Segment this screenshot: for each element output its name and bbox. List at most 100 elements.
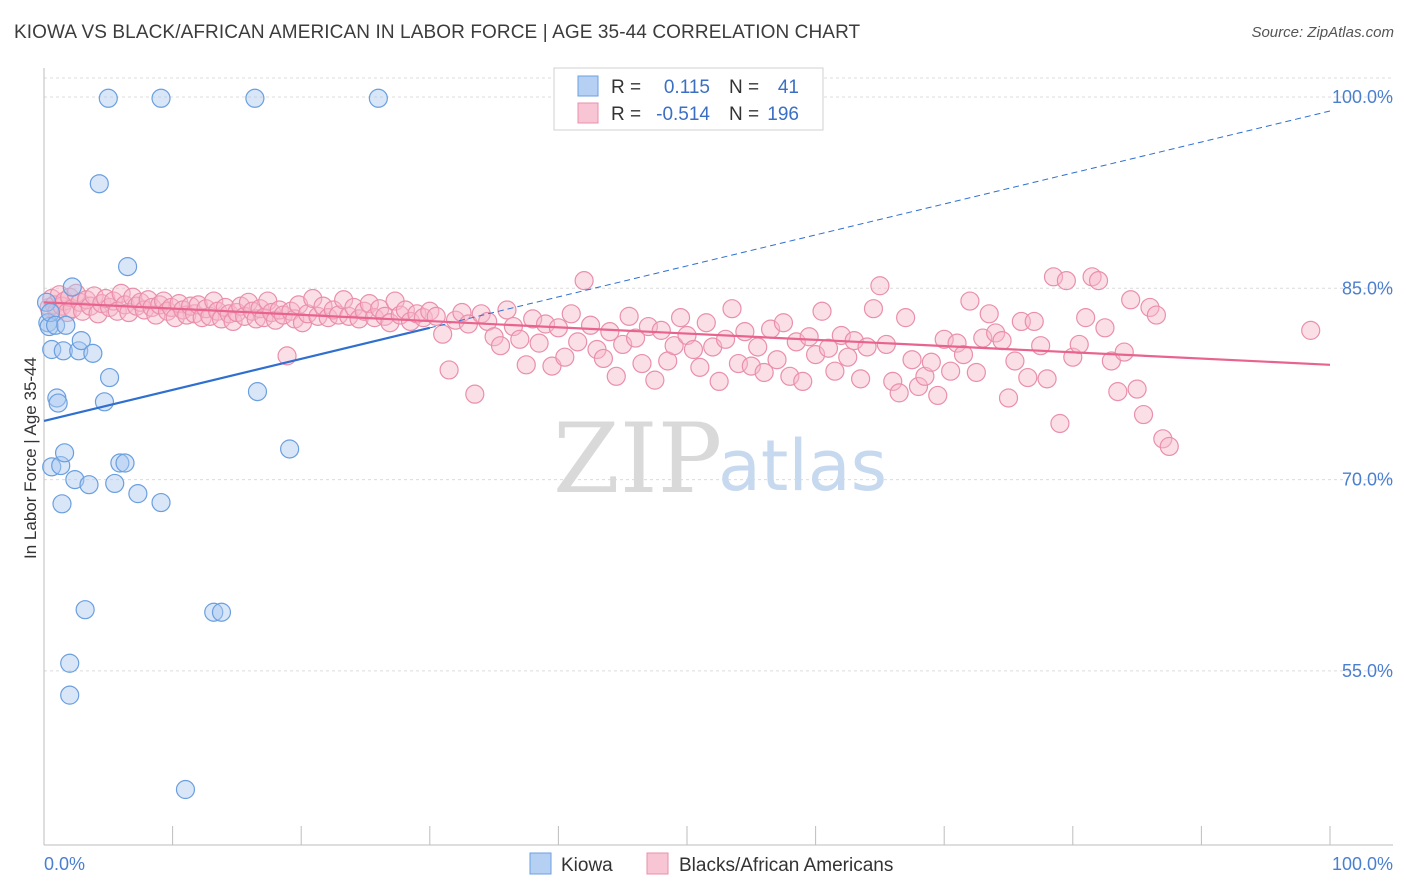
point-blacks bbox=[722, 299, 742, 319]
point-kiowa bbox=[151, 88, 171, 108]
point-blacks bbox=[1108, 382, 1128, 402]
point-blacks bbox=[632, 353, 652, 374]
point-blacks bbox=[1076, 308, 1096, 328]
point-blacks bbox=[523, 309, 543, 329]
point-blacks bbox=[1056, 271, 1076, 291]
point-kiowa bbox=[110, 453, 130, 473]
y-tick-label: 70.0% bbox=[1342, 470, 1393, 490]
point-blacks bbox=[863, 299, 884, 319]
trend-line-kiowa-extension bbox=[429, 110, 1331, 329]
point-blacks bbox=[908, 376, 929, 397]
point-blacks bbox=[439, 360, 459, 380]
point-blacks bbox=[934, 329, 954, 349]
point-kiowa bbox=[54, 443, 75, 463]
legend-n-value-kiowa: 41 bbox=[778, 77, 799, 98]
point-blacks bbox=[670, 308, 691, 328]
point-blacks bbox=[1146, 305, 1166, 325]
point-blacks bbox=[445, 310, 466, 330]
watermark-zip: ZIP bbox=[553, 403, 722, 515]
point-blacks bbox=[516, 355, 536, 375]
point-blacks bbox=[1127, 379, 1147, 399]
series-kiowa-points bbox=[36, 88, 388, 800]
point-blacks bbox=[683, 339, 704, 360]
point-blacks bbox=[986, 323, 1006, 343]
point-kiowa bbox=[51, 455, 71, 476]
point-kiowa bbox=[105, 473, 125, 494]
point-blacks bbox=[606, 366, 626, 386]
point-blacks bbox=[452, 302, 472, 323]
point-blacks bbox=[1018, 367, 1038, 388]
point-kiowa bbox=[39, 316, 59, 337]
point-kiowa bbox=[71, 330, 91, 351]
point-blacks bbox=[896, 308, 916, 328]
point-blacks bbox=[1301, 320, 1321, 340]
point-blacks bbox=[535, 314, 556, 334]
point-kiowa bbox=[151, 492, 171, 513]
point-blacks bbox=[773, 313, 794, 333]
legend-n-value-blacks: 196 bbox=[767, 104, 799, 125]
point-kiowa bbox=[89, 174, 109, 194]
point-blacks bbox=[568, 332, 588, 352]
point-blacks bbox=[1095, 318, 1115, 338]
point-blacks bbox=[677, 325, 697, 346]
point-kiowa bbox=[117, 257, 138, 277]
point-blacks bbox=[80, 296, 100, 316]
point-blacks bbox=[153, 291, 174, 311]
point-blacks bbox=[902, 350, 922, 370]
point-blacks bbox=[818, 338, 839, 358]
point-blacks bbox=[328, 305, 349, 325]
y-tick-label: 100.0% bbox=[1332, 87, 1393, 107]
legend-swatch-kiowa bbox=[577, 75, 599, 97]
trend-line-kiowa bbox=[43, 326, 431, 423]
legend-swatch-blacks bbox=[577, 102, 599, 124]
point-kiowa bbox=[99, 367, 120, 388]
point-blacks bbox=[1050, 413, 1070, 434]
point-blacks bbox=[574, 271, 594, 291]
point-kiowa bbox=[48, 393, 68, 413]
point-blacks bbox=[953, 345, 974, 365]
legend-n-label-blacks: N = bbox=[729, 104, 759, 125]
point-blacks bbox=[960, 291, 980, 311]
point-kiowa bbox=[175, 779, 196, 800]
legend-r-value-kiowa: 0.115 bbox=[664, 77, 710, 98]
point-kiowa bbox=[245, 88, 265, 108]
point-blacks bbox=[1159, 436, 1179, 457]
legend-r-value-blacks: -0.514 bbox=[656, 104, 710, 125]
point-blacks bbox=[600, 322, 620, 342]
bottom-legend-label-kiowa: Kiowa bbox=[561, 855, 613, 876]
legend: R = 0.115 N = 41 R = -0.514 N = 196 bbox=[553, 67, 824, 131]
point-blacks bbox=[1153, 429, 1173, 449]
point-blacks bbox=[992, 330, 1012, 351]
point-kiowa bbox=[60, 653, 80, 673]
point-blacks bbox=[696, 313, 716, 333]
trend-line-blacks bbox=[43, 301, 1331, 366]
point-blacks bbox=[510, 329, 530, 349]
point-blacks bbox=[1140, 297, 1160, 318]
point-kiowa bbox=[368, 88, 388, 108]
point-blacks bbox=[375, 306, 395, 326]
point-kiowa bbox=[75, 600, 95, 620]
point-blacks bbox=[812, 301, 832, 321]
point-blacks bbox=[1069, 334, 1089, 355]
point-blacks bbox=[690, 357, 710, 377]
point-blacks bbox=[1005, 351, 1025, 371]
point-blacks bbox=[157, 301, 178, 321]
point-kiowa bbox=[53, 341, 73, 361]
point-blacks bbox=[303, 288, 323, 309]
point-blacks bbox=[825, 361, 845, 381]
point-kiowa bbox=[115, 453, 135, 473]
point-kiowa bbox=[98, 88, 118, 108]
point-blacks bbox=[799, 327, 819, 347]
point-blacks bbox=[490, 336, 511, 356]
point-blacks bbox=[619, 306, 639, 326]
point-blacks bbox=[709, 371, 729, 391]
point-blacks bbox=[561, 304, 581, 324]
point-blacks bbox=[465, 384, 485, 404]
point-blacks bbox=[966, 362, 986, 383]
axes: 55.0% 70.0% 85.0% 100.0% bbox=[43, 68, 1393, 846]
point-blacks bbox=[150, 295, 170, 315]
point-blacks bbox=[921, 352, 941, 372]
point-kiowa bbox=[204, 602, 224, 622]
point-kiowa bbox=[62, 277, 82, 297]
